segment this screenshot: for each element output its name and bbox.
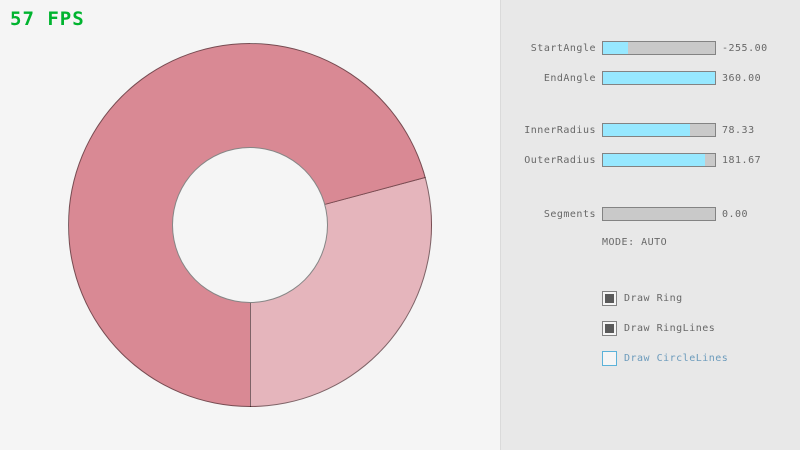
slider-value-outer-radius: 181.67 (722, 154, 762, 166)
ring-line-end (250, 303, 251, 407)
checkbox-label-draw-circlelines: Draw CircleLines (624, 353, 729, 364)
slider-outer-radius[interactable] (602, 153, 716, 167)
fps-counter: 57 FPS (10, 8, 85, 30)
checkbox-label-draw-ring: Draw Ring (624, 293, 683, 304)
slider-row-inner-radius: InnerRadius 78.33 (501, 123, 800, 137)
slider-label-segments: Segments (543, 208, 596, 220)
slider-fill (603, 42, 628, 54)
slider-row-outer-radius: OuterRadius 181.67 (501, 153, 800, 167)
slider-label-start-angle: StartAngle (530, 42, 596, 54)
check-mark (605, 324, 614, 333)
mode-label: MODE: AUTO (602, 237, 668, 248)
slider-value-start-angle: -255.00 (722, 42, 768, 54)
slider-fill (603, 72, 715, 84)
slider-inner-radius[interactable] (602, 123, 716, 137)
control-panel: StartAngle -255.00 EndAngle 360.00 InnerRadi… (500, 0, 800, 450)
slider-value-segments: 0.00 (722, 208, 749, 220)
checkbox-draw-ringlines[interactable] (602, 321, 617, 336)
slider-segments[interactable] (602, 207, 716, 221)
checkbox-draw-ring[interactable] (602, 291, 617, 306)
slider-value-inner-radius: 78.33 (722, 124, 755, 136)
slider-row-start-angle: StartAngle -255.00 (501, 41, 800, 55)
checkbox-row-draw-circlelines: Draw CircleLines (602, 351, 800, 366)
slider-row-segments: Segments 0.00 (501, 207, 800, 221)
slider-label-outer-radius: OuterRadius (524, 154, 596, 166)
checkbox-row-draw-ring: Draw Ring (602, 291, 800, 306)
slider-label-end-angle: EndAngle (543, 72, 596, 84)
checkbox-row-draw-ringlines: Draw RingLines (602, 321, 800, 336)
checkbox-draw-circlelines[interactable] (602, 351, 617, 366)
slider-fill (603, 124, 691, 136)
slider-end-angle[interactable] (602, 71, 716, 85)
slider-value-end-angle: 360.00 (722, 72, 762, 84)
slider-fill (603, 154, 705, 166)
slider-row-end-angle: EndAngle 360.00 (501, 71, 800, 85)
donut-hole (172, 147, 328, 303)
slider-label-inner-radius: InnerRadius (524, 124, 596, 136)
check-mark (605, 294, 614, 303)
slider-group: StartAngle -255.00 EndAngle 360.00 InnerRadi… (501, 41, 800, 221)
checkbox-label-draw-ringlines: Draw RingLines (624, 323, 716, 334)
checkbox-group: Draw Ring Draw RingLines Draw CircleLines (501, 291, 800, 366)
slider-start-angle[interactable] (602, 41, 716, 55)
